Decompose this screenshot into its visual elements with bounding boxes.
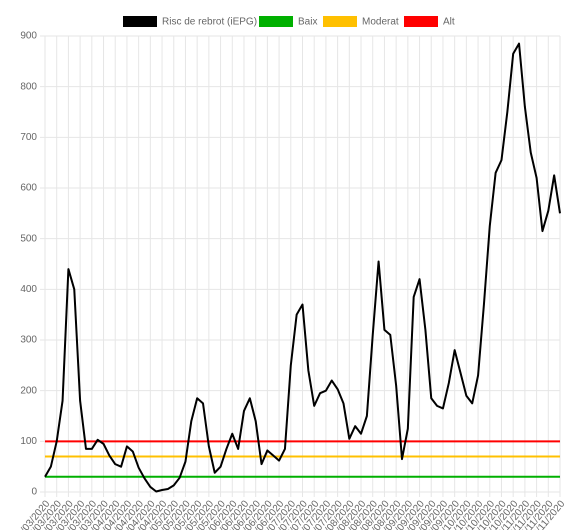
y-tick-label: 200 (20, 385, 37, 396)
y-tick-label: 800 (20, 81, 37, 92)
legend-label: Baix (298, 17, 317, 28)
legend-swatch (323, 16, 357, 27)
legend-label: Moderat (362, 17, 399, 28)
y-tick-label: 500 (20, 233, 37, 244)
y-tick-label: 0 (31, 487, 37, 498)
data-line (44, 42, 561, 493)
legend-label: Alt (443, 17, 455, 28)
legend-swatch (404, 16, 438, 27)
y-tick-label: 100 (20, 436, 37, 447)
y-tick-label: 900 (20, 31, 37, 42)
y-tick-label: 300 (20, 335, 37, 346)
y-tick-label: 600 (20, 183, 37, 194)
y-tick-label: 700 (20, 132, 37, 143)
legend-swatch (123, 16, 157, 27)
legend-label: Risc de rebrot (iEPG) (162, 17, 257, 28)
legend-swatch (259, 16, 293, 27)
y-tick-label: 400 (20, 284, 37, 295)
